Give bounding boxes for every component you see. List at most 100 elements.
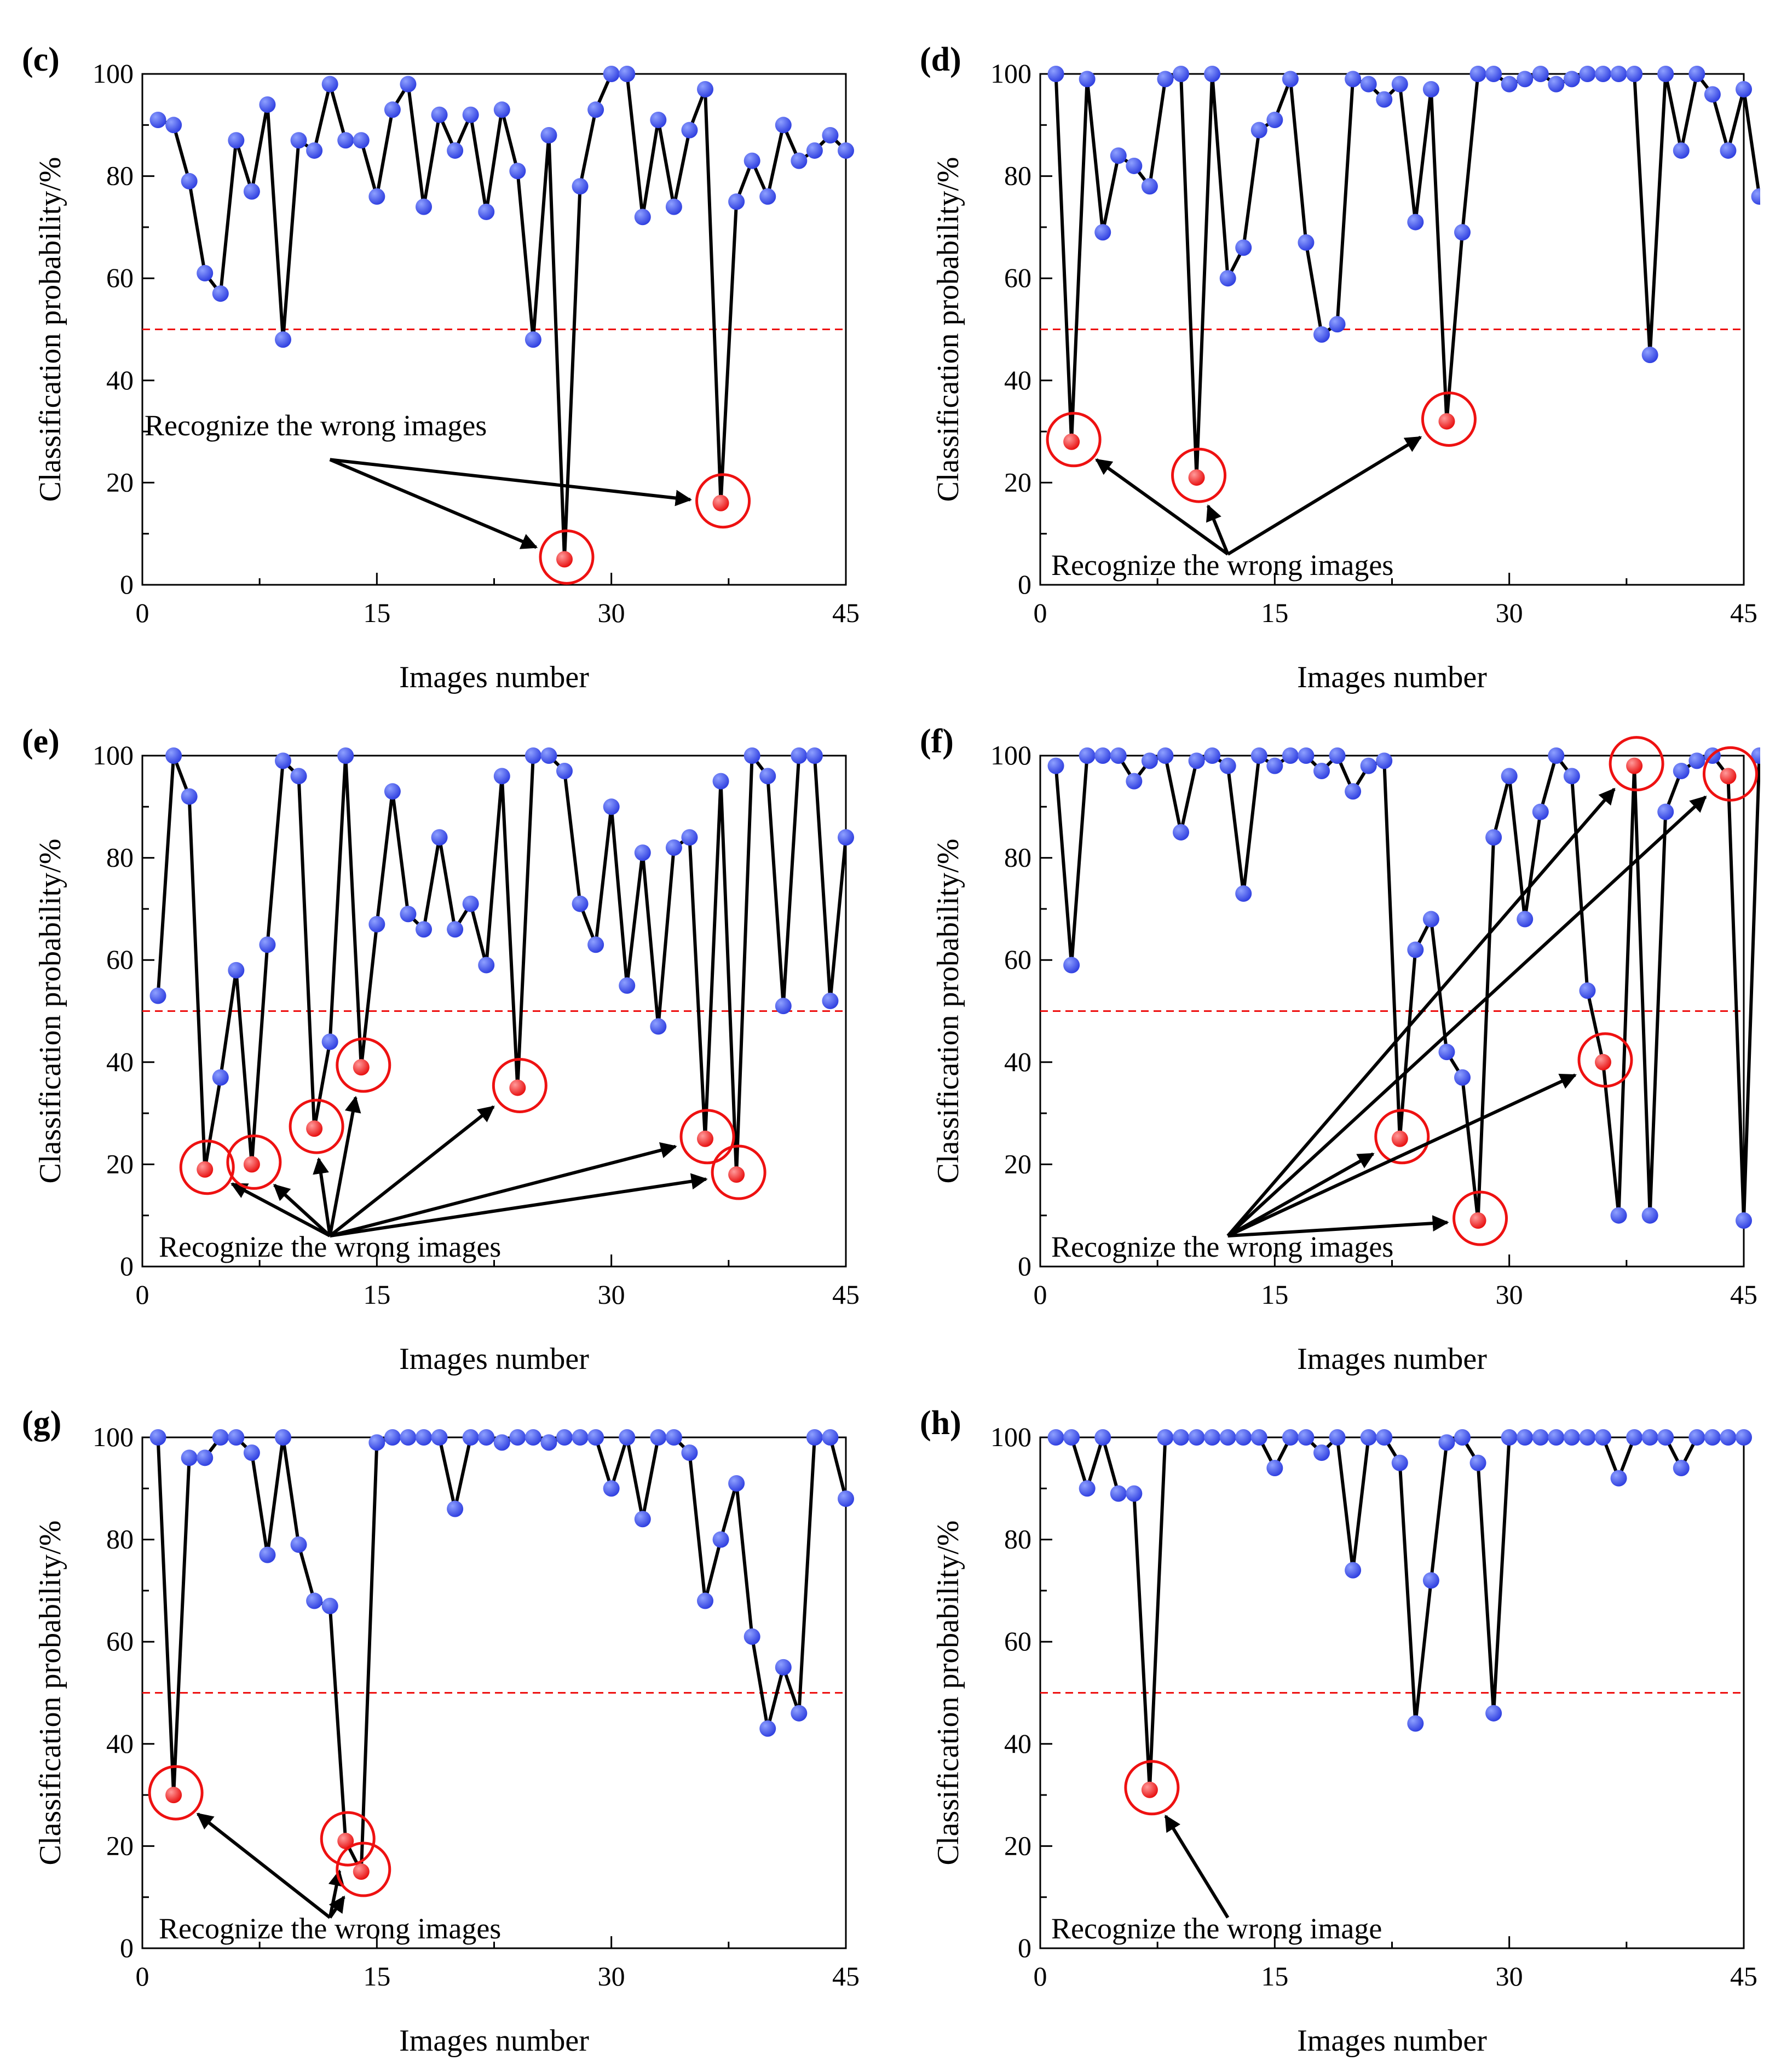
series-line <box>156 751 848 1175</box>
data-point <box>540 747 557 764</box>
data-point <box>619 66 636 82</box>
data-point <box>791 152 808 169</box>
annotation-text: Recognize the wrong images <box>159 1230 501 1263</box>
data-point <box>712 1531 729 1548</box>
data-point <box>1219 1429 1236 1446</box>
data-point <box>243 1444 260 1461</box>
y-tick-label: 100 <box>93 58 134 89</box>
chart-panel-d: 0 20 40 60 80 100 0 15 30 45 Images number Classifi… <box>920 41 1760 694</box>
data-point <box>1079 1480 1096 1497</box>
annotation-arrow <box>313 1157 332 1236</box>
data-point <box>1736 1429 1752 1446</box>
annotation-arrow <box>1227 1073 1577 1238</box>
wrong-highlight-circle <box>1171 447 1227 503</box>
series-line <box>156 1436 848 1878</box>
x-axis-label: Images number <box>399 660 589 694</box>
x-tick-label: 30 <box>598 1279 625 1310</box>
wrong-data-point <box>353 1059 370 1076</box>
chart-panel-c: 0 20 40 60 80 100 0 15 30 45 Images number Classifi… <box>22 41 860 694</box>
data-point <box>400 906 417 923</box>
annotation-arrow <box>1095 458 1229 556</box>
data-point <box>838 829 854 846</box>
data-point <box>1563 768 1580 785</box>
data-point <box>1485 1705 1502 1722</box>
data-point <box>759 188 776 205</box>
data-point <box>1298 234 1315 251</box>
data-point <box>165 747 182 764</box>
annotation-text: Recognize the wrong images <box>159 1912 501 1945</box>
chart-panel-h: 0 20 40 60 80 100 0 15 30 45 Images number Classifi… <box>920 1405 1757 2058</box>
data-point <box>1079 71 1096 88</box>
wrong-data-point <box>337 1833 354 1850</box>
data-point <box>1610 66 1627 82</box>
data-point <box>1501 1429 1518 1446</box>
wrong-data-point <box>1438 413 1455 430</box>
data-point <box>791 747 808 764</box>
data-point <box>321 1597 338 1614</box>
data-point <box>1673 762 1690 779</box>
data-point <box>493 1434 510 1451</box>
wrong-data-point <box>697 1130 713 1147</box>
data-point <box>743 1628 760 1645</box>
wrong-data-point <box>1626 757 1643 774</box>
x-tick-label: 30 <box>598 1961 625 1992</box>
wrong-highlight-circle <box>1702 746 1758 802</box>
wrong-data-point <box>712 494 729 511</box>
data-point <box>1110 747 1127 764</box>
data-point <box>1610 1207 1627 1224</box>
data-point <box>838 142 854 159</box>
data-point <box>1360 1429 1377 1446</box>
data-point <box>540 126 557 143</box>
data-point <box>462 895 479 912</box>
x-axis-label: Images number <box>399 1342 589 1376</box>
data-point <box>775 998 792 1015</box>
data-point <box>619 977 636 994</box>
annotation-text: Recognize the wrong image <box>1051 1912 1382 1945</box>
chart-panel-f: 0 20 40 60 80 100 0 15 30 45 Images number Classifi… <box>920 723 1760 1376</box>
data-point <box>212 1069 229 1086</box>
y-tick-label: 80 <box>1004 160 1031 191</box>
wrong-highlight-circle <box>1374 1109 1430 1165</box>
y-axis-label: Classification probability/% <box>33 1521 67 1866</box>
data-point <box>1079 747 1096 764</box>
data-point <box>181 788 198 805</box>
data-point <box>1298 1429 1315 1446</box>
data-point <box>1532 803 1549 820</box>
x-tick-label: 30 <box>598 597 625 628</box>
data-point <box>1720 1429 1737 1446</box>
y-tick-label: 60 <box>106 944 134 975</box>
data-point <box>572 1429 589 1446</box>
data-point <box>634 1511 651 1528</box>
data-point <box>243 183 260 200</box>
data-point <box>1548 76 1565 93</box>
data-point <box>1720 142 1737 159</box>
data-point <box>1094 224 1111 241</box>
wrong-data-point <box>1188 469 1205 486</box>
data-point <box>447 1500 464 1517</box>
data-point <box>337 747 354 764</box>
series-line <box>1054 70 1760 478</box>
data-point <box>1235 1429 1252 1446</box>
x-tick-label: 45 <box>832 1961 860 1992</box>
data-point <box>1094 747 1111 764</box>
data-point <box>228 962 245 979</box>
data-point <box>1626 66 1643 82</box>
data-point <box>1345 1562 1362 1579</box>
data-point <box>587 101 604 118</box>
data-point <box>1204 747 1221 764</box>
data-point <box>665 839 682 856</box>
data-point <box>1673 142 1690 159</box>
data-point <box>1501 768 1518 785</box>
data-point <box>259 96 276 113</box>
data-point <box>806 142 823 159</box>
data-point <box>493 768 510 785</box>
data-point <box>650 1018 667 1035</box>
data-point <box>650 111 667 128</box>
data-point <box>1298 747 1315 764</box>
data-point <box>1548 1429 1565 1446</box>
wrong-highlight-circle <box>1046 412 1102 468</box>
annotation-arrow <box>1227 1215 1449 1238</box>
data-point <box>1454 1429 1471 1446</box>
data-point <box>1235 239 1252 256</box>
data-point <box>619 1429 636 1446</box>
